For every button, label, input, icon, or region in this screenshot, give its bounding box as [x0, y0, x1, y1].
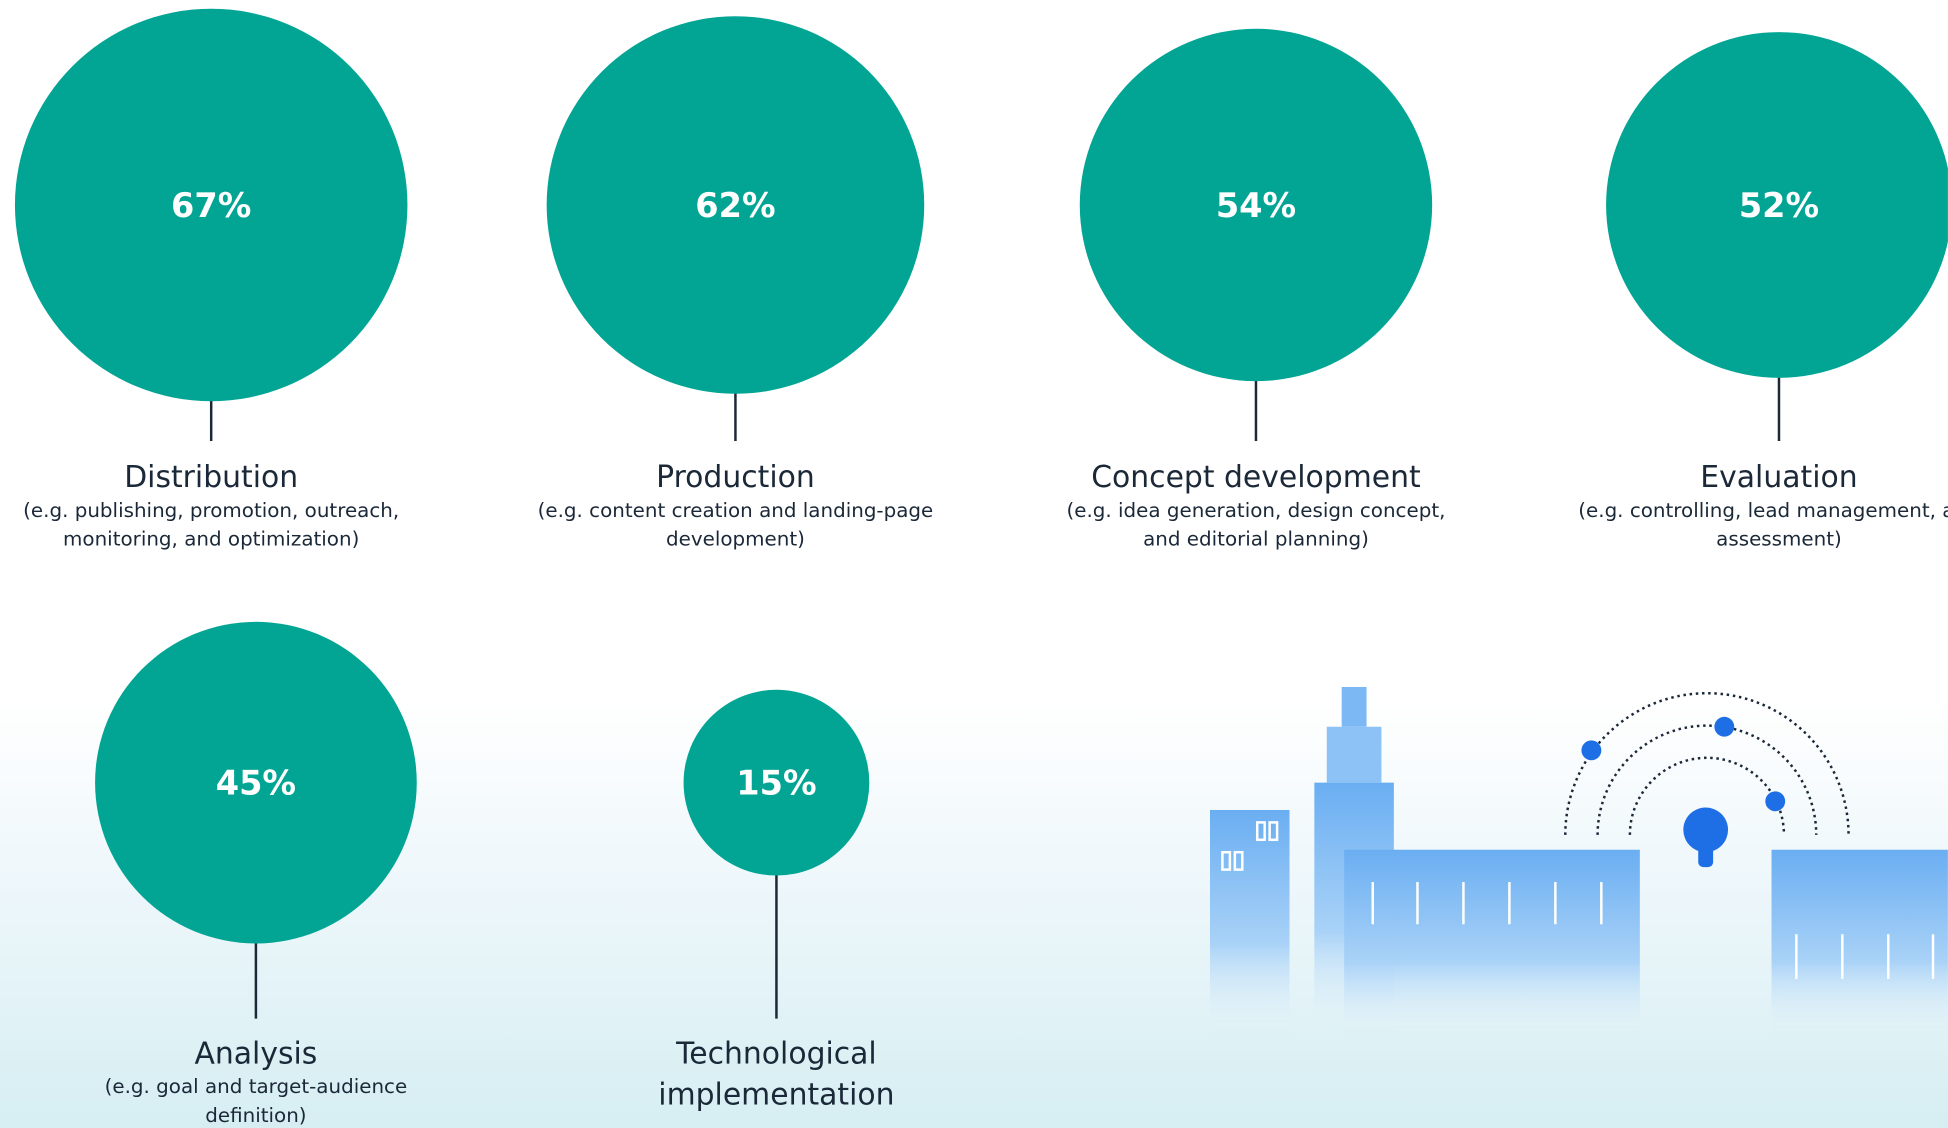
category-description: (e.g. content creation and landing-page …	[537, 498, 934, 551]
value-label: 54%	[1216, 186, 1296, 225]
category-description: (e.g. idea generation, design concept, a…	[1066, 498, 1446, 551]
bubble	[1079, 28, 1433, 382]
category-description: (e.g. controlling, lead management, and …	[1578, 498, 1948, 551]
value-label: 62%	[695, 186, 775, 225]
value-label: 15%	[736, 764, 816, 803]
value-label: 67%	[171, 186, 251, 225]
category-description: (e.g. publishing, promotion, outreach, m…	[23, 498, 400, 551]
bubble	[95, 621, 417, 944]
bubble	[683, 689, 870, 876]
value-label: 52%	[1739, 186, 1819, 225]
category-label: Distribution	[124, 459, 299, 495]
city-illustration	[1210, 686, 1948, 1037]
bubble	[14, 8, 408, 402]
category-label: Evaluation	[1700, 459, 1858, 495]
category-label: Technological implementation	[658, 1036, 895, 1112]
category-label: Analysis	[194, 1036, 318, 1071]
category-label: Production	[656, 459, 815, 495]
category-description: (e.g. goal and target-audience definitio…	[104, 1074, 408, 1127]
value-label: 45%	[216, 764, 296, 803]
bubble	[1606, 32, 1948, 378]
category-label: Concept development	[1091, 459, 1421, 495]
bubble	[546, 16, 925, 394]
